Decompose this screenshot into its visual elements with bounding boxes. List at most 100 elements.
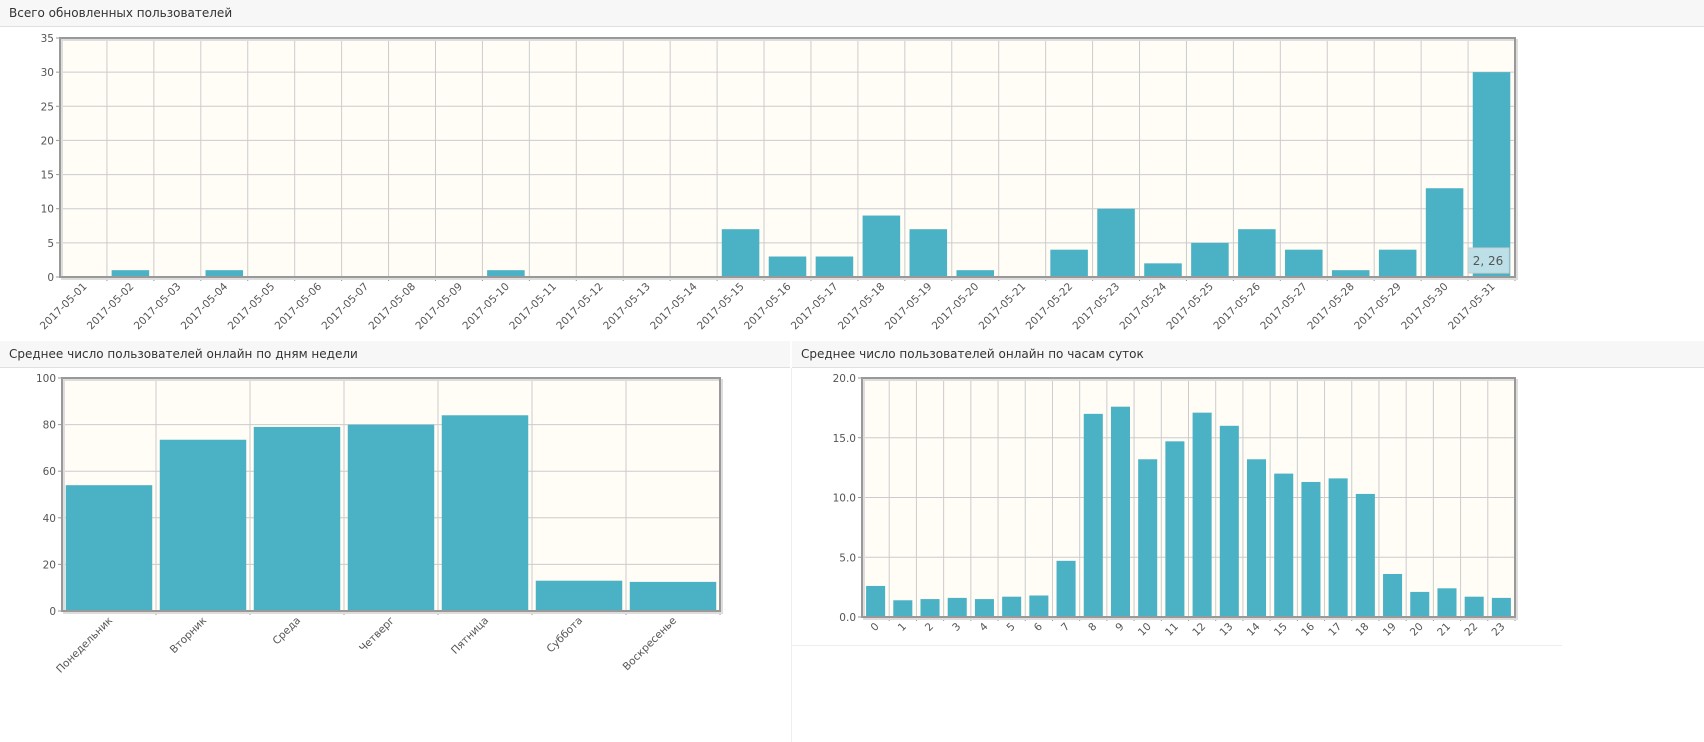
x-tick-label: 9 [1113, 621, 1126, 634]
x-tick-label: 8 [1086, 621, 1099, 634]
bar [1219, 425, 1239, 617]
chart-header-hourly: Среднее число пользователей онлайн по ча… [792, 341, 1704, 368]
x-tick-label: 7 [1059, 621, 1072, 634]
bar [862, 215, 901, 277]
bar [1029, 595, 1049, 617]
plot-shadow [863, 379, 1518, 620]
chart-header-weekday: Среднее число пользователей онлайн по дн… [0, 341, 790, 368]
x-tick-label: 3 [950, 621, 963, 634]
x-tick-label: 2017-05-06 [273, 280, 325, 332]
x-tick-label: Понедельник [54, 615, 115, 676]
x-tick-label: 5 [1005, 621, 1018, 634]
x-tick-label: 2017-05-11 [507, 281, 559, 333]
x-tick-label: 22 [1462, 621, 1480, 639]
x-tick-label: 2017-05-08 [366, 281, 418, 333]
x-tick-label: 2017-05-05 [226, 281, 278, 333]
bar [1050, 249, 1088, 277]
bar [159, 439, 247, 611]
divider [792, 645, 1562, 646]
x-tick-label: 23 [1490, 621, 1508, 639]
x-tick-label: 2017-05-18 [836, 281, 888, 333]
x-tick-label: Воскресенье [621, 615, 679, 673]
divider [791, 368, 792, 742]
x-tick-label: 2017-05-19 [883, 281, 935, 333]
x-tick-label: 2017-05-28 [1305, 281, 1357, 333]
y-tick-label: 20 [41, 135, 54, 147]
x-tick-label: 2017-05-14 [648, 280, 700, 332]
y-tick-label: 10 [41, 204, 54, 216]
x-tick-label: 14 [1245, 620, 1263, 638]
x-tick-label: 2017-05-21 [977, 281, 1029, 333]
x-tick-label: Среда [270, 615, 303, 648]
bar [1110, 406, 1131, 617]
bar [1383, 573, 1403, 617]
chart-updated-users: 051015202530352017-05-012017-05-022017-0… [38, 33, 1518, 333]
tooltip-text: 2, 26 [1473, 254, 1504, 268]
bar [974, 599, 994, 617]
x-tick-label: 13 [1217, 621, 1235, 639]
bar [1083, 413, 1103, 617]
x-tick-label: 20 [1408, 621, 1426, 639]
bar [65, 485, 153, 611]
x-tick-label: 2017-05-20 [930, 281, 982, 333]
bar [205, 270, 244, 277]
tooltip [1467, 247, 1510, 274]
y-tick-label: 15.0 [833, 433, 856, 445]
chart-header-updated-users: Всего обновленных пользователей [0, 0, 1704, 27]
x-tick-label: 2017-05-04 [179, 280, 231, 332]
plot-background [60, 38, 1515, 277]
bar [920, 599, 940, 617]
x-tick-label: 17 [1326, 621, 1344, 639]
chart-weekday: 0 20 40 60 80 100 Понедельник Вторник Среда Четве… [36, 373, 723, 676]
y-tick-label: 0 [47, 272, 54, 284]
x-tick-label: Пятница [449, 615, 491, 657]
chart-hourly: 0.05.010.015.020.00 1 2 3 4 5 6 7 8 9 10 11 12 13 14 15… [833, 373, 1518, 639]
x-tick-label: 15 [1272, 621, 1290, 639]
bar [1138, 459, 1158, 617]
bar [1437, 588, 1457, 617]
bar [1301, 481, 1321, 617]
bar [1464, 596, 1484, 617]
bar [1378, 249, 1417, 277]
bar [815, 256, 854, 277]
bar [1192, 412, 1212, 617]
bar [956, 270, 995, 277]
y-tick-label: 100 [36, 373, 56, 385]
bar [1425, 188, 1464, 277]
x-tick-label: 2017-05-13 [601, 281, 653, 333]
y-tick-label: 60 [43, 466, 56, 478]
x-tick-label: Вторник [168, 615, 209, 656]
y-tick-label: 5 [47, 238, 54, 250]
y-tick-label: 80 [43, 420, 56, 432]
x-tick-label: 21 [1435, 621, 1453, 639]
bar [1491, 597, 1511, 617]
y-tick-label: 30 [41, 67, 54, 79]
x-tick-label: 2017-05-12 [554, 281, 606, 333]
x-tick-label: 2017-05-29 [1352, 281, 1404, 333]
x-tick-label: 2017-05-31 [1446, 281, 1498, 333]
y-tick-label: 25 [41, 101, 54, 113]
x-tick-label: 2017-05-26 [1211, 280, 1263, 332]
y-tick-label: 35 [41, 33, 54, 45]
bar [1331, 270, 1370, 277]
x-tick-label: 2017-05-22 [1024, 281, 1076, 333]
bar [947, 597, 967, 617]
bar [768, 256, 807, 277]
y-tick-label: 20 [43, 559, 56, 571]
x-tick-label: 2017-05-02 [85, 281, 137, 333]
x-tick-label: 2017-05-03 [132, 281, 184, 333]
bar [111, 270, 150, 277]
y-tick-label: 15 [41, 170, 54, 182]
x-tick-label: 4 [977, 620, 990, 633]
bar [1144, 263, 1182, 277]
x-tick-label: 6 [1032, 620, 1045, 633]
bar [1410, 591, 1430, 617]
x-tick-label: 2 [923, 621, 936, 634]
x-tick-label: Суббота [544, 615, 585, 656]
bar [893, 600, 913, 617]
bar [1328, 478, 1348, 617]
bar [1274, 473, 1294, 617]
x-tick-label: 18 [1354, 621, 1372, 639]
x-tick-label: 11 [1163, 621, 1181, 639]
x-tick-label: 2017-05-30 [1399, 281, 1451, 333]
